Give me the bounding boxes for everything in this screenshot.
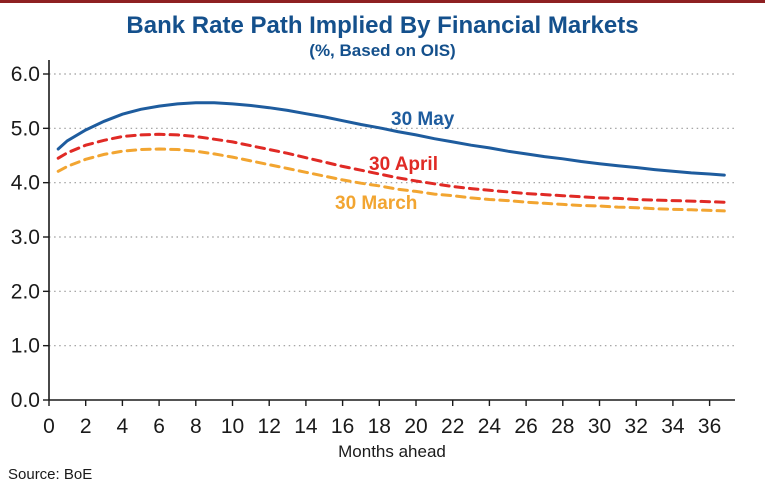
chart-title: Bank Rate Path Implied By Financial Mark…	[126, 12, 639, 39]
y-tick-label: 4.0	[11, 172, 40, 195]
x-tick-label: 20	[404, 415, 427, 438]
x-tick-label: 28	[551, 415, 574, 438]
y-tick-label: 2.0	[11, 280, 40, 303]
series-label-30-april: 30 April	[369, 154, 438, 175]
x-tick-label: 2	[80, 415, 92, 438]
series-label-30-may: 30 May	[391, 109, 455, 130]
y-tick-label: 5.0	[11, 117, 40, 140]
series-line-30-may	[56, 101, 726, 177]
y-tick-label: 0.0	[11, 389, 40, 412]
x-tick-label: 30	[588, 415, 611, 438]
x-axis-label: Months ahead	[338, 442, 446, 461]
x-tick-label: 32	[625, 415, 648, 438]
x-tick-label: 0	[43, 415, 55, 438]
x-tick-label: 26	[514, 415, 537, 438]
chart-subtitle: (%, Based on OIS)	[309, 41, 456, 60]
series-label-30-march: 30 March	[335, 193, 417, 214]
x-tick-label: 14	[294, 415, 318, 438]
bank-rate-line-chart: 0.01.02.03.04.05.06.00 2 4 6 8 10 12 14 16 18 20 22…	[11, 60, 735, 461]
y-tick-label: 3.0	[11, 226, 40, 249]
y-tick-label: 6.0	[11, 63, 40, 86]
source-note: Source: BoE	[8, 466, 93, 483]
x-tick-label: 24	[478, 415, 502, 438]
x-tick-label: 6	[153, 415, 165, 438]
x-tick-label: 12	[258, 415, 281, 438]
series-line-30-march	[56, 147, 726, 213]
x-tick-label: 22	[441, 415, 464, 438]
x-tick-label: 8	[190, 415, 202, 438]
x-tick-label: 36	[698, 415, 721, 438]
y-tick-label: 1.0	[11, 335, 40, 358]
x-tick-label: 16	[331, 415, 354, 438]
x-tick-label: 4	[117, 415, 129, 438]
series-line-30-april	[56, 132, 726, 204]
x-tick-label: 34	[661, 415, 685, 438]
x-tick-label: 18	[368, 415, 391, 438]
top-accent-rule	[0, 0, 765, 3]
x-tick-label: 10	[221, 415, 244, 438]
